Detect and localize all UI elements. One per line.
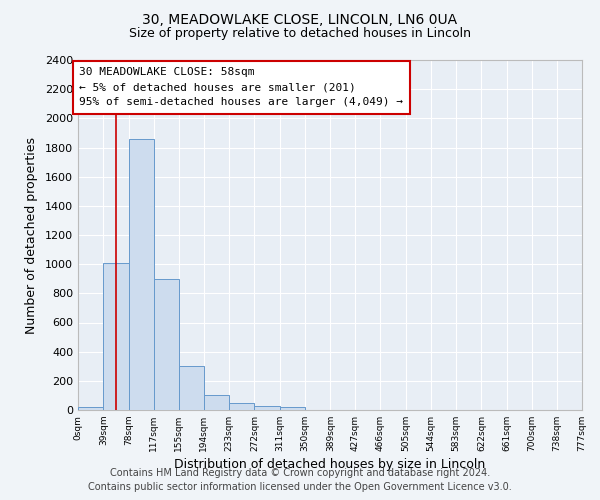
Y-axis label: Number of detached properties: Number of detached properties xyxy=(25,136,38,334)
Bar xyxy=(229,402,254,410)
Text: 30 MEADOWLAKE CLOSE: 58sqm
← 5% of detached houses are smaller (201)
95% of semi: 30 MEADOWLAKE CLOSE: 58sqm ← 5% of detac… xyxy=(79,68,403,107)
Bar xyxy=(179,366,204,410)
Bar xyxy=(103,262,128,410)
X-axis label: Distribution of detached houses by size in Lincoln: Distribution of detached houses by size … xyxy=(175,458,485,471)
Text: Size of property relative to detached houses in Lincoln: Size of property relative to detached ho… xyxy=(129,28,471,40)
Bar xyxy=(78,407,103,410)
Text: 30, MEADOWLAKE CLOSE, LINCOLN, LN6 0UA: 30, MEADOWLAKE CLOSE, LINCOLN, LN6 0UA xyxy=(142,12,458,26)
Bar xyxy=(128,139,154,410)
Bar xyxy=(154,279,179,410)
Bar xyxy=(280,407,305,410)
Bar xyxy=(204,396,229,410)
Bar xyxy=(254,406,280,410)
Text: Contains HM Land Registry data © Crown copyright and database right 2024.
Contai: Contains HM Land Registry data © Crown c… xyxy=(88,468,512,492)
